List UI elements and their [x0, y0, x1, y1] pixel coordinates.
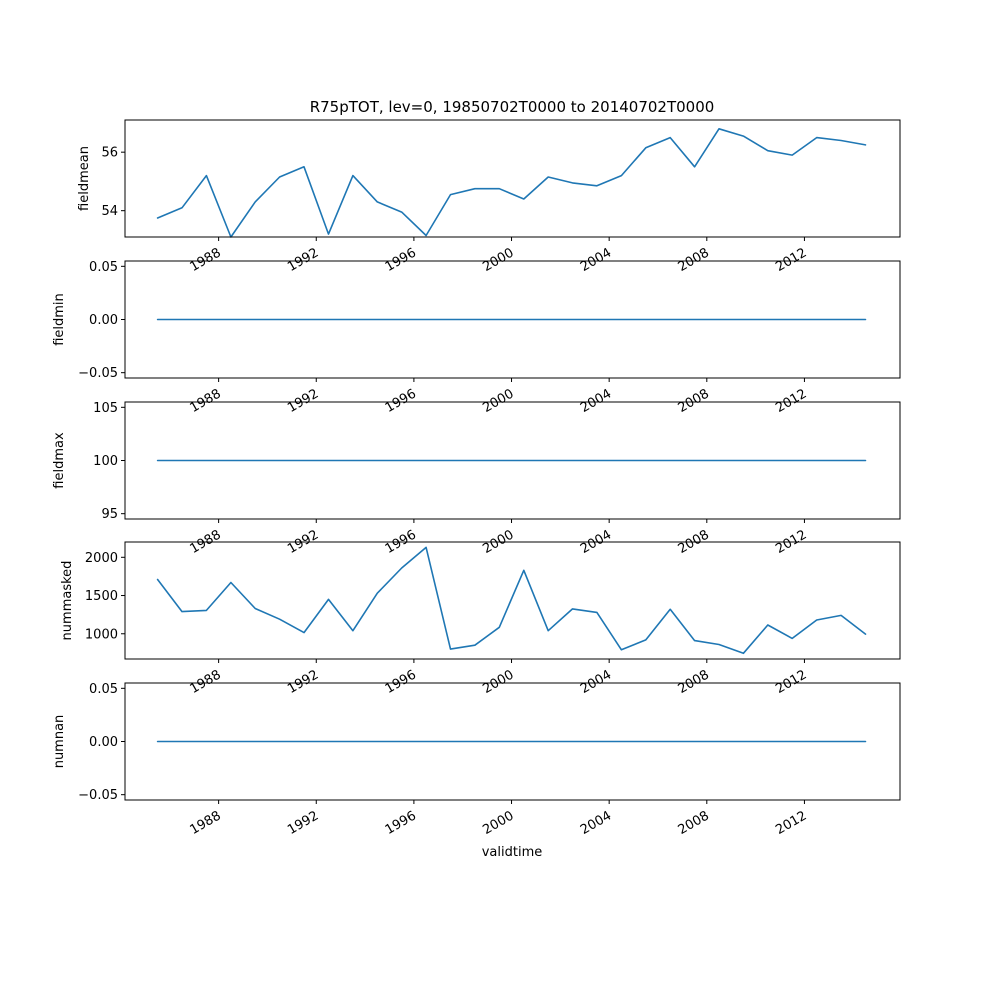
y-tick-label: −0.05 [78, 366, 118, 381]
y-tick-label: 54 [101, 204, 118, 219]
y-tick-label: 56 [101, 146, 118, 161]
plot-frame [124, 401, 901, 520]
plot-frame [124, 119, 901, 238]
y-tick-label: 0.05 [89, 260, 118, 275]
plot-frame [124, 682, 901, 801]
y-tick-label: 95 [101, 507, 118, 522]
y-axis-label: fieldmax [52, 432, 67, 489]
y-tick-label: −0.05 [78, 788, 118, 803]
series-line-fieldmean [156, 128, 867, 238]
y-tick-label: 1000 [85, 627, 118, 642]
series-line-nummasked [156, 546, 867, 655]
plot-frame [124, 541, 901, 660]
y-tick-label: 0.00 [89, 735, 118, 750]
x-axis-label: validtime [482, 845, 543, 860]
y-tick-label: 0.05 [89, 682, 118, 697]
y-axis-label: nummasked [60, 561, 75, 641]
y-tick-label: 105 [93, 401, 118, 416]
y-tick-label: 2000 [85, 551, 118, 566]
y-tick-label: 1500 [85, 589, 118, 604]
y-axis-label: fieldmin [52, 293, 67, 346]
chart-title: R75pTOT, lev=0, 19850702T0000 to 2014070… [310, 98, 715, 116]
y-tick-label: 100 [93, 454, 118, 469]
y-axis-label: fieldmean [77, 146, 92, 211]
y-tick-label: 0.00 [89, 313, 118, 328]
y-axis-label: numnan [52, 715, 67, 769]
plot-frame [124, 260, 901, 379]
